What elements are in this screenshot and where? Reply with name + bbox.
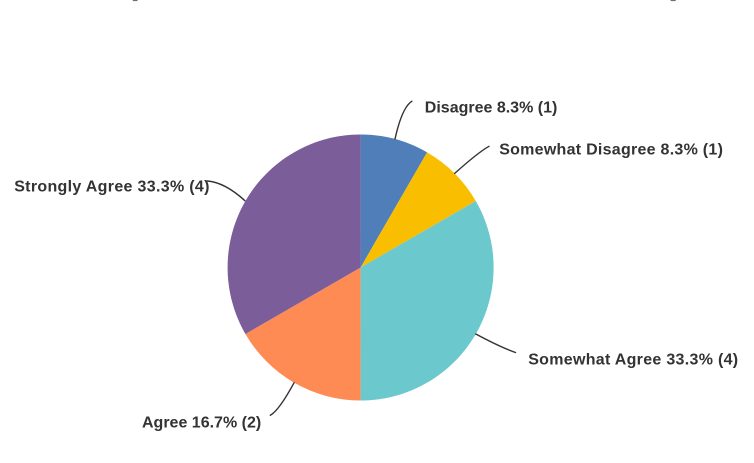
svg-text:Disagree 8.3% (1): Disagree 8.3% (1) (425, 100, 558, 117)
svg-text:Somewhat Disagree 8.3% (1): Somewhat Disagree 8.3% (1) (499, 141, 723, 158)
svg-text:Somewhat Agree 33.3% (4): Somewhat Agree 33.3% (4) (528, 351, 738, 368)
svg-text:Agree 16.7% (2): Agree 16.7% (2) (142, 414, 261, 431)
svg-text:Strongly Agree 33.3% (4): Strongly Agree 33.3% (4) (14, 178, 210, 195)
